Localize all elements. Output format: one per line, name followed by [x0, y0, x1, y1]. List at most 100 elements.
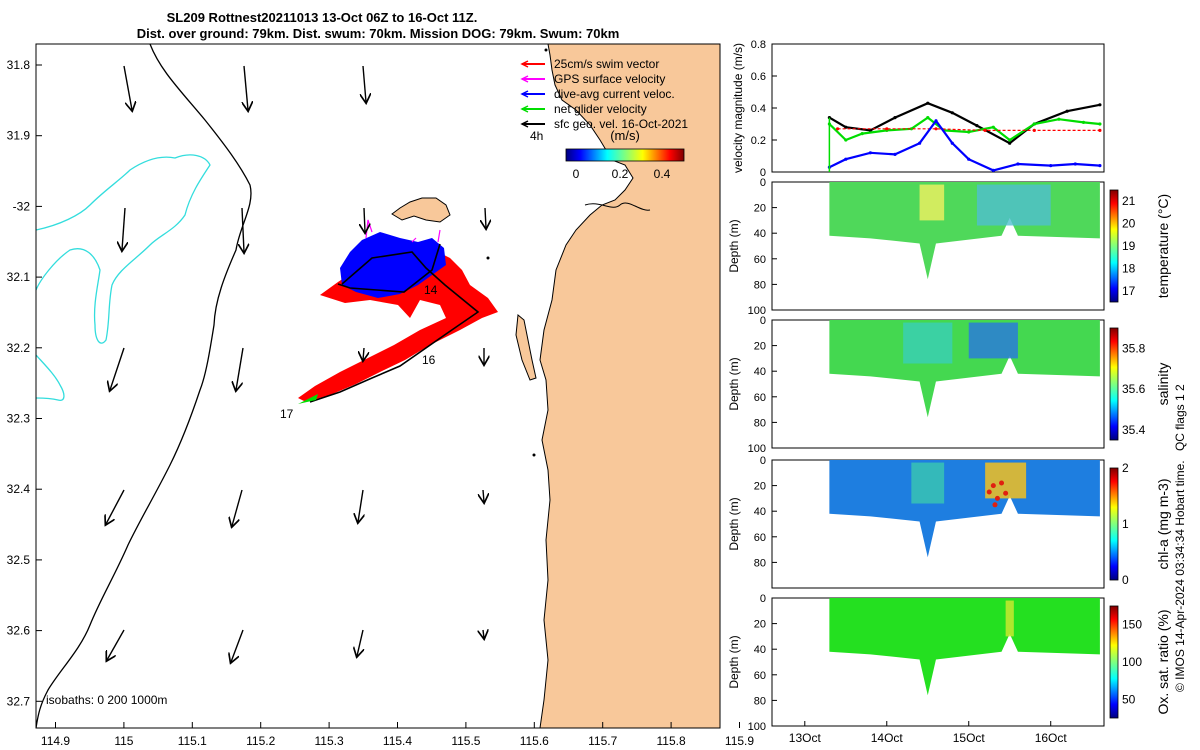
- section-4-colorbar: [1109, 605, 1119, 719]
- section-3-colorbar: [1109, 467, 1119, 581]
- section-2-cbar-tick-1: 35.6: [1122, 382, 1146, 396]
- vel-ytick-label-3: 0.6: [751, 71, 766, 83]
- legend-arrowhead-1: [520, 75, 529, 83]
- net-glider-velocity: [298, 394, 318, 404]
- section-panel-1: 0 20 40 60 80 100 Depth (m) 17 18 19 20 21 temperatu…: [727, 177, 1171, 317]
- lon-tick-label-1: 115: [114, 734, 133, 748]
- velocity-point-1-2: [860, 132, 864, 136]
- chl-hotspot-0: [986, 489, 992, 495]
- glider-track: [309, 243, 480, 403]
- section-patch-low-1: [976, 184, 1051, 226]
- section-2-ylabel: Depth (m): [727, 357, 741, 410]
- velocity-point-2-1: [885, 127, 889, 131]
- velocity-point-0-9: [1065, 109, 1069, 113]
- lat-tick-label-3: 32.1: [7, 270, 31, 284]
- credit-text: © IMOS 14-Apr-2024 03:34:34 Hobart time.: [1173, 460, 1187, 692]
- legend-arrowhead-0: [520, 60, 529, 68]
- velocity-point-3-5: [934, 119, 938, 123]
- dive-avg-current-cloud: [340, 232, 446, 298]
- velocity-point-3-1: [844, 157, 848, 161]
- section-4-cbar-tick-2: 150: [1122, 618, 1142, 632]
- section-4-cbar-tick-0: 50: [1122, 692, 1136, 706]
- section-1-cbar-tick-2: 19: [1122, 239, 1136, 253]
- chl-hotspot-3: [999, 480, 1005, 486]
- section-2-cbar-label: salinity: [1155, 363, 1171, 406]
- velocity-panel: 0 0.2 0.4 0.6 0.8 velocity magnitude (m/s): [731, 39, 1105, 179]
- time-tick-label-3: 16Oct: [1035, 731, 1068, 745]
- section-2-ytick-label-3: 60: [754, 392, 766, 404]
- velocity-point-3-11: [1073, 162, 1077, 166]
- vel-ytick-label-0: 0: [760, 167, 766, 179]
- section-3-ytick-label-3: 60: [754, 532, 766, 544]
- section-panel-3: 0 20 40 60 80 Depth (m) 0 1 2 chl-a (mg m-3): [727, 455, 1171, 589]
- map-colorbar-tick-1: 0.2: [612, 167, 629, 181]
- velocity-point-0-7: [1008, 141, 1012, 145]
- vel-ytick-label-1: 0.2: [751, 135, 766, 147]
- velocity-point-1-13: [1098, 122, 1102, 126]
- section-field-4: [829, 598, 1100, 696]
- chl-hotspot-1: [990, 483, 996, 489]
- velocity-point-3-2: [868, 151, 873, 155]
- land-garden-island: [515, 314, 537, 381]
- velocity-point-2-4: [1032, 128, 1036, 132]
- lat-tick-label-1: 31.9: [7, 129, 31, 143]
- isobath-200m: [36, 44, 252, 728]
- land-rottnest: [391, 197, 451, 223]
- title-line1: SL209 Rottnest20211013 13-Oct 06Z to 16-…: [167, 10, 478, 25]
- section-3-cbar-tick-0: 0: [1122, 573, 1129, 587]
- title-line2: Dist. over ground: 79km. Dist. swum: 70k…: [137, 26, 620, 41]
- velocity-point-1-11: [1057, 117, 1061, 121]
- chl-hotspot-2: [994, 495, 1000, 501]
- section-1-cbar-label: temperature (°C): [1155, 194, 1171, 298]
- velocity-point-0-5: [950, 111, 954, 115]
- section-patch-high-1: [919, 184, 945, 221]
- track-label-14: 14: [424, 283, 438, 297]
- lat-tick-label-9: 32.7: [7, 694, 31, 708]
- lat-tick-label-5: 32.3: [7, 412, 31, 426]
- section-2-ytick-label-0: 0: [760, 315, 766, 327]
- lat-tick-label-6: 32.4: [7, 482, 31, 496]
- section-field-3: [829, 460, 1100, 558]
- section-1-ytick-label-3: 60: [754, 254, 766, 266]
- section-1-ytick-label-2: 40: [754, 228, 766, 240]
- velocity-point-3-10: [1049, 164, 1053, 168]
- velocity-point-0-3: [893, 116, 897, 120]
- velocity-point-1-1: [844, 138, 848, 142]
- section-3-cbar-tick-1: 1: [1122, 517, 1129, 531]
- velocity-point-3-6: [950, 141, 954, 145]
- velocity-point-0-6: [975, 124, 979, 128]
- legend-label-2: dive-avg current veloc.: [554, 87, 675, 101]
- section-panel-4: 0 20 40 60 80 100 Depth (m) 50 100 150 Ox. sat. ra…: [727, 593, 1171, 733]
- velocity-series-1: [828, 116, 1101, 142]
- lon-tick-label-6: 115.5: [451, 734, 480, 748]
- isobaths-label: isobaths: 0 200 1000m: [46, 693, 167, 707]
- section-4-cbar-tick-1: 100: [1122, 655, 1142, 669]
- qc-flags-text: QC flags 1 2: [1173, 384, 1187, 451]
- velocity-point-3-4: [918, 141, 922, 145]
- section-patch-high-4: [1005, 600, 1014, 637]
- section-4-cbar-label: Ox. sat. ratio (%): [1155, 609, 1171, 714]
- lon-tick-label-3: 115.2: [246, 734, 275, 748]
- track-label-17: 17: [280, 407, 294, 421]
- legend-scale-label: 4h: [530, 129, 543, 143]
- section-2-ytick-label-2: 40: [754, 366, 766, 378]
- lat-tick-label-2: -32: [13, 199, 31, 213]
- vel-ytick-label-4: 0.8: [751, 39, 766, 51]
- time-tick-label-2: 15Oct: [953, 731, 986, 745]
- section-4-ytick-label-3: 60: [754, 670, 766, 682]
- velocity-point-2-3: [983, 128, 987, 132]
- lat-tick-label-4: 32.2: [7, 341, 31, 355]
- section-3-ytick-label-4: 80: [754, 557, 766, 569]
- velocity-point-0-1: [844, 125, 848, 129]
- velocity-point-2-0: [836, 127, 840, 131]
- velocity-point-2-5: [1098, 128, 1102, 132]
- lat-tick-label-8: 32.6: [7, 624, 31, 638]
- velocity-point-1-5: [926, 116, 930, 120]
- track-label-16: 16: [422, 353, 436, 367]
- chl-hotspot-4: [1003, 490, 1009, 496]
- section-3-cbar-label: chl-a (mg m-3): [1155, 478, 1171, 569]
- velocity-point-1-12: [1081, 120, 1086, 124]
- map-lat-axis: 31.8 31.9 -32 32.1 32.2 32.3 32.4 32.5 32.6 32.7: [7, 58, 42, 708]
- section-2-cbar-tick-0: 35.4: [1122, 423, 1146, 437]
